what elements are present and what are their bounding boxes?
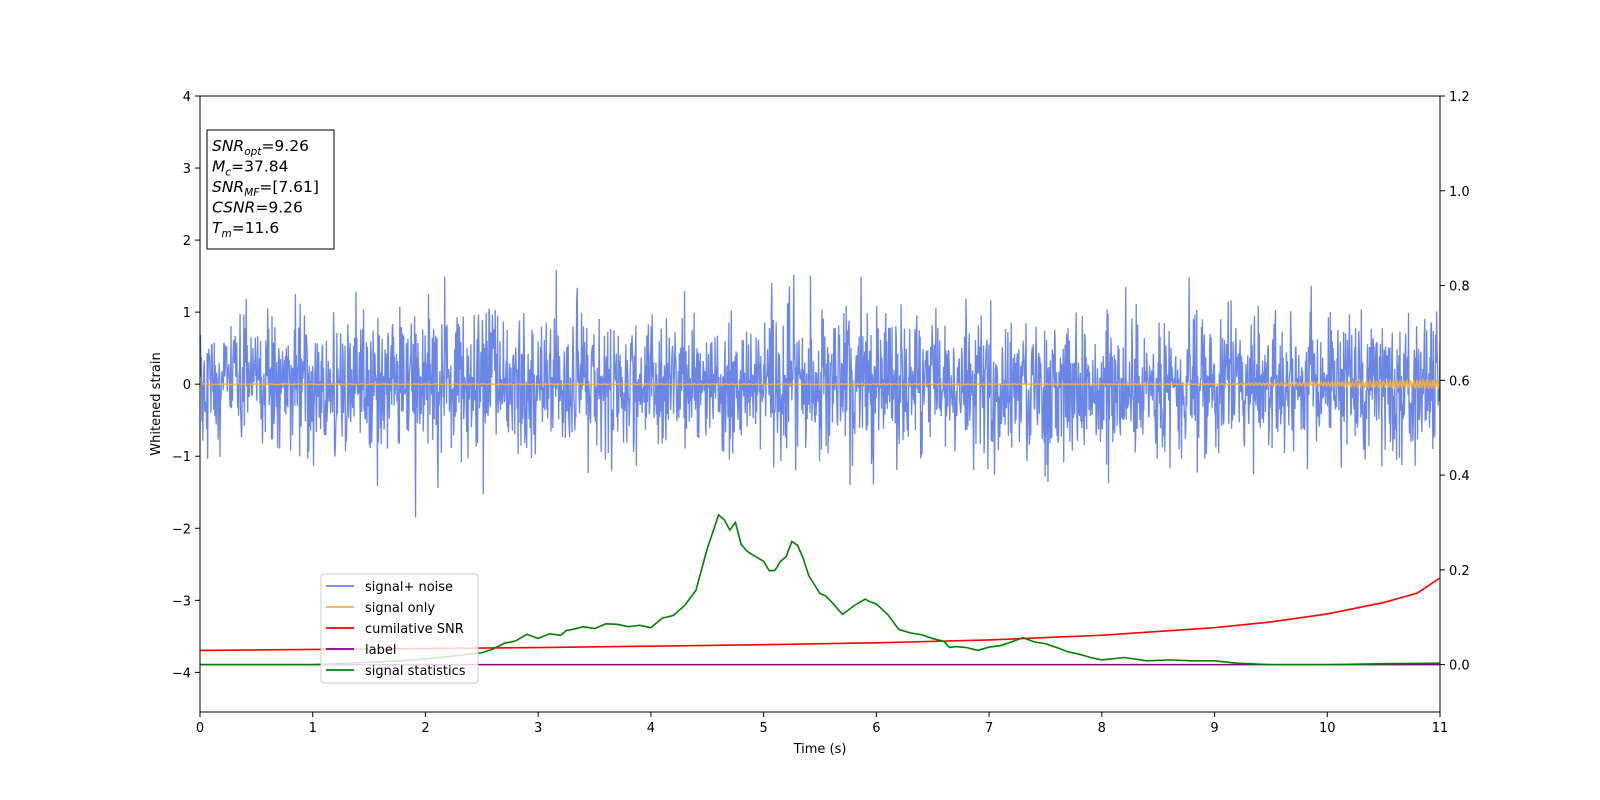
y-left-tick-label: −1 bbox=[172, 450, 191, 465]
info-symbol: M bbox=[212, 158, 225, 176]
info-box-line: Tm=11.6 bbox=[212, 219, 279, 240]
axis-ticks-group: 0 1 2 3 4 5 6 7 8 9 10 11 −4 −3 −2 −1 0 1 2 3 4 0.0 0.2 0.4 0.6 0… bbox=[172, 90, 1470, 736]
info-box-line: Mc=37.84 bbox=[212, 158, 289, 179]
y-right-tick-label: 0.2 bbox=[1449, 564, 1470, 579]
y-left-tick-label: 4 bbox=[183, 90, 191, 105]
info-value: =37.84 bbox=[231, 158, 288, 176]
info-box-line: SNRMF=[7.61] bbox=[212, 178, 319, 199]
x-tick-label: 7 bbox=[985, 721, 993, 736]
info-value: =[7.61] bbox=[259, 178, 319, 196]
series-line-signal-only bbox=[200, 377, 1440, 391]
legend-label-signal-only: signal only bbox=[365, 601, 435, 616]
info-symbol: T bbox=[212, 219, 223, 237]
legend-frame bbox=[320, 573, 479, 684]
info-symbol: SNR bbox=[212, 178, 244, 196]
info-box-line: CSNR=9.26 bbox=[212, 199, 303, 217]
plot-frame bbox=[199, 95, 1441, 713]
legend-label-signal-statistics: signal statistics bbox=[365, 664, 466, 679]
info-subscript: c bbox=[225, 167, 231, 179]
y-left-tick-label: 0 bbox=[183, 378, 191, 393]
legend-label-signal-noise: signal+ noise bbox=[365, 580, 453, 595]
y-left-tick-label: 3 bbox=[183, 162, 191, 177]
y-left-tick-label: 2 bbox=[183, 234, 191, 249]
info-value: =9.26 bbox=[261, 137, 309, 155]
y-right-tick-label: 0.6 bbox=[1449, 374, 1470, 389]
y-left-tick-label: 1 bbox=[183, 306, 191, 321]
info-box-frame bbox=[206, 129, 335, 250]
x-tick-label: 9 bbox=[1210, 721, 1218, 736]
info-subscript: m bbox=[221, 228, 231, 240]
info-box-line: SNRopt=9.26 bbox=[212, 137, 309, 158]
info-subscript: MF bbox=[244, 187, 260, 199]
y-right-tick-label: 0.4 bbox=[1449, 469, 1470, 484]
y-left-tick-label: −3 bbox=[172, 594, 191, 609]
legend: signal+ noise signal only cumilative SNR la… bbox=[320, 573, 479, 684]
x-tick-label: 8 bbox=[1098, 721, 1106, 736]
y-left-tick-label: −4 bbox=[172, 666, 191, 681]
info-value: =11.6 bbox=[232, 219, 280, 237]
y-right-tick-label: 1.2 bbox=[1449, 90, 1470, 105]
y-right-tick-label: 1.0 bbox=[1449, 185, 1470, 200]
y-right-tick-label: 0.0 bbox=[1449, 659, 1470, 674]
info-subscript: opt bbox=[244, 146, 262, 158]
x-tick-label: 1 bbox=[309, 721, 317, 736]
info-symbol: CSNR bbox=[212, 199, 255, 217]
y-right-tick-label: 0.8 bbox=[1449, 280, 1470, 295]
x-tick-label: 0 bbox=[196, 721, 204, 736]
info-value: =9.26 bbox=[255, 199, 303, 217]
series-line-signal-statistics bbox=[200, 513, 1440, 666]
x-tick-label: 4 bbox=[647, 721, 655, 736]
x-tick-label: 5 bbox=[759, 721, 767, 736]
series-line-signal-noise bbox=[200, 269, 1440, 518]
y-left-tick-label: −2 bbox=[172, 522, 191, 537]
y-axis-label: Whitened strain bbox=[149, 352, 164, 455]
info-box: SNRopt=9.26Mc=37.84SNRMF=[7.61]CSNR=9.26… bbox=[206, 129, 335, 250]
x-tick-label: 2 bbox=[421, 721, 429, 736]
x-tick-label: 3 bbox=[534, 721, 542, 736]
legend-label-label: label bbox=[365, 643, 396, 658]
legend-label-cumilative-snr: cumilative SNR bbox=[365, 622, 464, 637]
x-axis-label: Time (s) bbox=[793, 742, 847, 757]
x-tick-label: 6 bbox=[872, 721, 880, 736]
x-tick-label: 10 bbox=[1319, 721, 1336, 736]
info-symbol: SNR bbox=[212, 137, 244, 155]
x-tick-label: 11 bbox=[1432, 721, 1449, 736]
